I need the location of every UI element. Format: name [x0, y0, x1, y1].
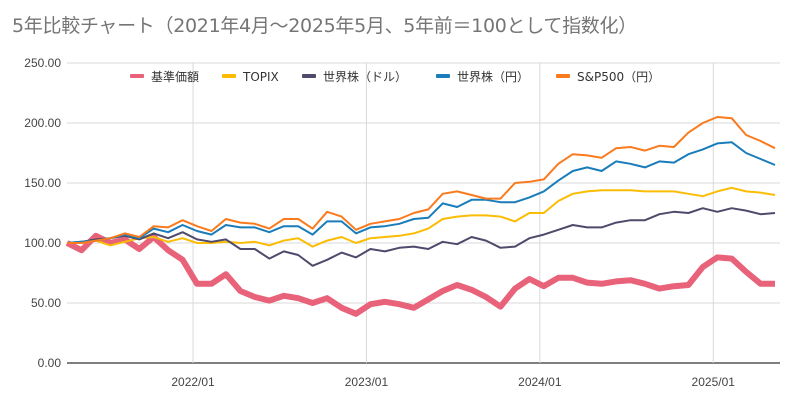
series-line-3 [66, 141, 776, 244]
gridlines [67, 62, 780, 364]
legend-swatch [436, 74, 450, 78]
x-tick-label: 2022/01 [171, 375, 215, 389]
legend-swatch [302, 74, 316, 78]
y-tick-label: 200.00 [24, 116, 61, 130]
legend-label: 基準価額 [151, 69, 199, 84]
y-tick-label: 100.00 [24, 236, 61, 250]
legend-swatch [130, 74, 144, 78]
legend-swatch [222, 74, 236, 78]
legend-label: TOPIX [242, 70, 279, 84]
series-line-2 [66, 207, 776, 267]
y-tick-label: 250.00 [24, 56, 61, 70]
series-lines [65, 116, 776, 317]
y-tick-label: 50.00 [31, 296, 61, 310]
x-axis-ticks: 2022/01 2023/01 2024/01 2025/01 [171, 375, 735, 389]
legend-label: 世界株（ドル） [323, 69, 407, 84]
legend-swatch [556, 74, 570, 78]
chart-title: 5年比較チャート（2021年4月〜2025年5月、5年前＝100として指数化） [12, 15, 637, 37]
series-line-0 [65, 232, 775, 317]
x-tick-label: 2025/01 [692, 375, 736, 389]
legend: 基準価額 TOPIX 世界株（ドル） 世界株（円） S&P500（円） [130, 69, 660, 84]
legend-label: 世界株（円） [457, 69, 529, 84]
series-line-1 [67, 186, 776, 248]
x-tick-label: 2023/01 [345, 375, 389, 389]
y-tick-label: 0.00 [38, 356, 62, 370]
y-axis-ticks: 0.00 50.00 100.00 150.00 200.00 250.00 [24, 56, 61, 370]
series-line-4 [67, 116, 776, 244]
x-tick-label: 2024/01 [518, 375, 562, 389]
legend-label: S&P500（円） [577, 70, 660, 84]
y-tick-label: 150.00 [24, 176, 61, 190]
